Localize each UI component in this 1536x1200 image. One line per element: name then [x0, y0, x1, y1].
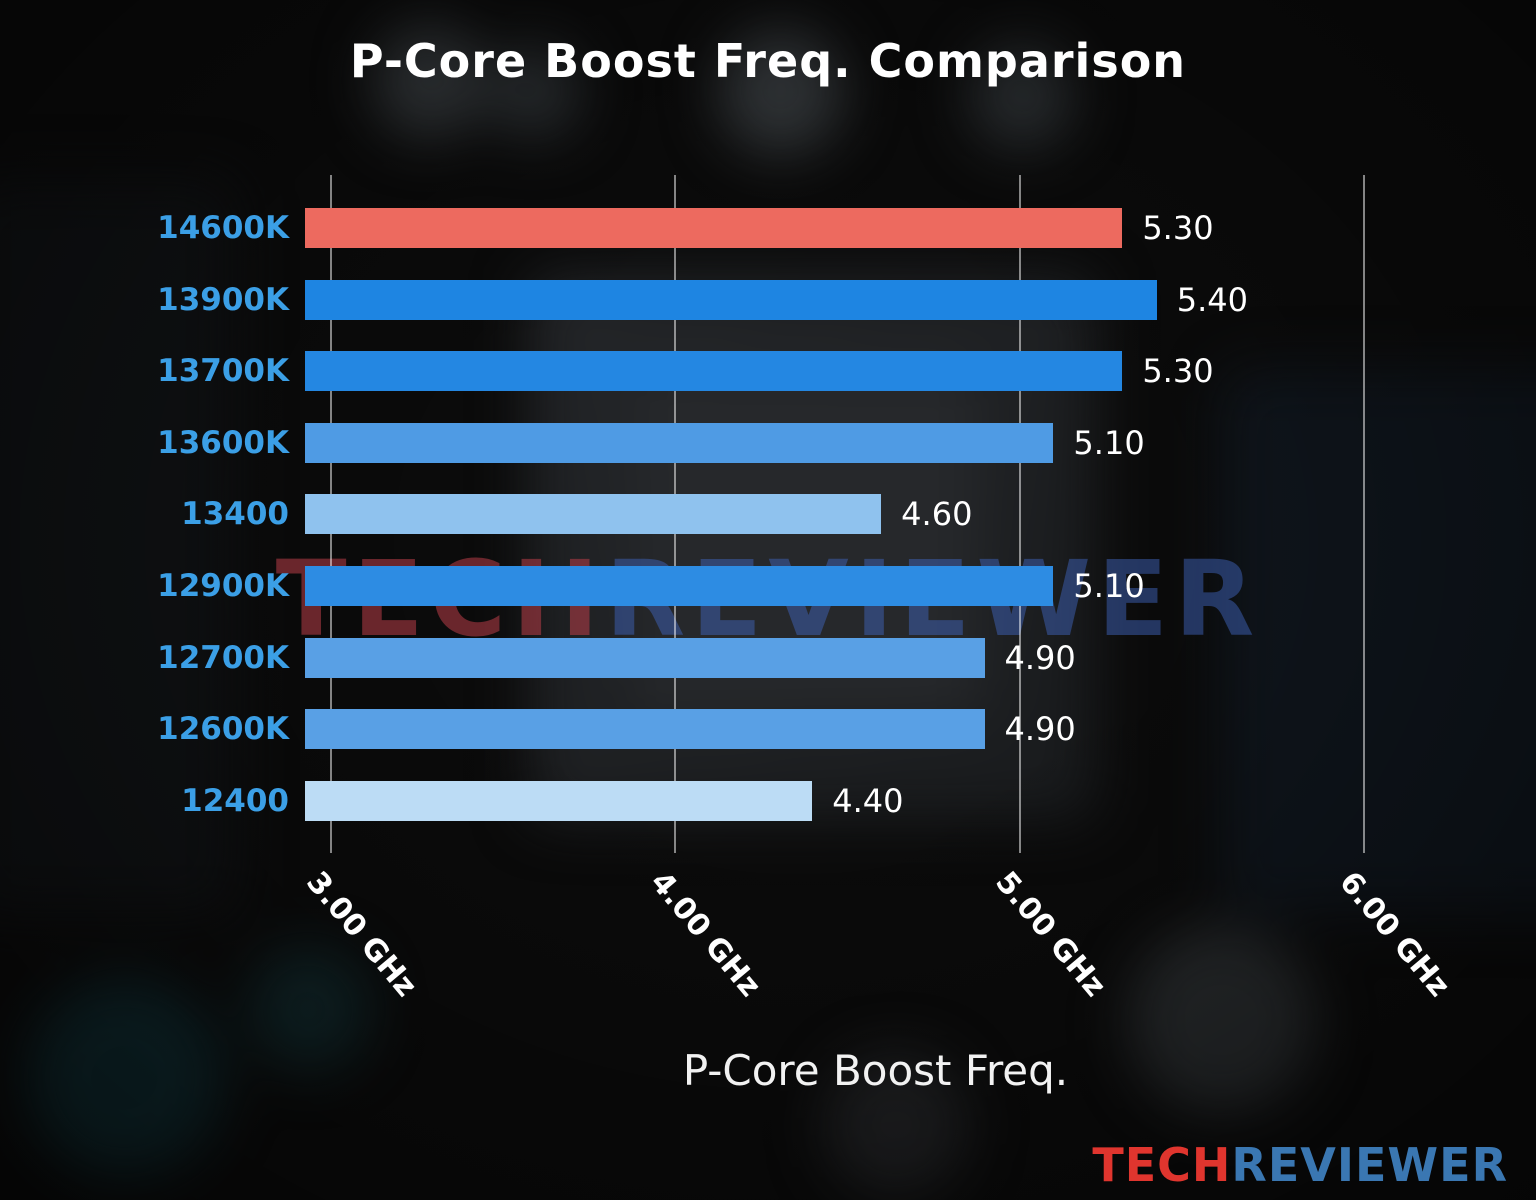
bar: [305, 422, 1054, 463]
bar: [305, 566, 1054, 606]
brand-logo-tech: TECH: [1092, 1138, 1232, 1192]
value-label: 4.90: [1004, 710, 1076, 749]
brand-logo: TECHREVIEWER: [1092, 1138, 1508, 1192]
bar: [305, 208, 1123, 248]
bar-row: 13700K 5.30: [157, 351, 1446, 392]
bar-row: 12900K 5.10: [157, 566, 1446, 606]
chart-title: P-Core Boost Freq. Comparison: [349, 34, 1187, 88]
bar: [305, 494, 882, 535]
value-label: 5.10: [1073, 423, 1145, 462]
bar: [305, 279, 1157, 320]
x-axis-label: P-Core Boost Freq.: [682, 1046, 1069, 1095]
value-label: 5.30: [1142, 352, 1214, 391]
bar: [305, 637, 985, 678]
bar: [305, 351, 1123, 392]
bar-row: 12400 4.40: [181, 780, 1446, 821]
bar-row: 13400 4.60: [181, 494, 1446, 535]
bar-row: 13900K 5.40: [157, 279, 1446, 320]
value-label: 5.30: [1142, 209, 1214, 247]
y-axis-label: 14600K: [157, 210, 289, 246]
y-axis-label: 13900K: [157, 281, 289, 318]
y-axis-label: 12600K: [157, 711, 289, 748]
y-axis-label: 12900K: [157, 568, 289, 604]
bar-row: 14600K 5.30: [157, 208, 1446, 248]
y-axis-label: 13700K: [157, 353, 289, 390]
bar-row: 13600K 5.10: [157, 422, 1446, 463]
gridline: [1018, 175, 1021, 853]
bar-row: 12700K 4.90: [157, 637, 1446, 678]
gridline: [1363, 175, 1366, 853]
value-label: 4.90: [1004, 638, 1076, 677]
bar-row: 12600K 4.90: [157, 709, 1446, 750]
y-axis-label: 12400: [181, 782, 289, 819]
value-label: 5.10: [1073, 567, 1145, 605]
y-axis-label: 13600K: [157, 424, 289, 461]
bar: [305, 780, 813, 821]
value-label: 4.40: [832, 781, 904, 820]
value-label: 5.40: [1176, 280, 1249, 319]
y-axis-label: 12700K: [157, 639, 289, 676]
y-axis-label: 13400: [181, 496, 289, 533]
bar: [305, 709, 985, 750]
value-label: 4.60: [901, 495, 973, 534]
plot-area: 3.00 GHz 4.00 GHz 5.00 GHz 6.00 GHz 14600K 5.…: [157, 175, 1457, 1004]
brand-logo-reviewer: REVIEWER: [1231, 1138, 1508, 1192]
